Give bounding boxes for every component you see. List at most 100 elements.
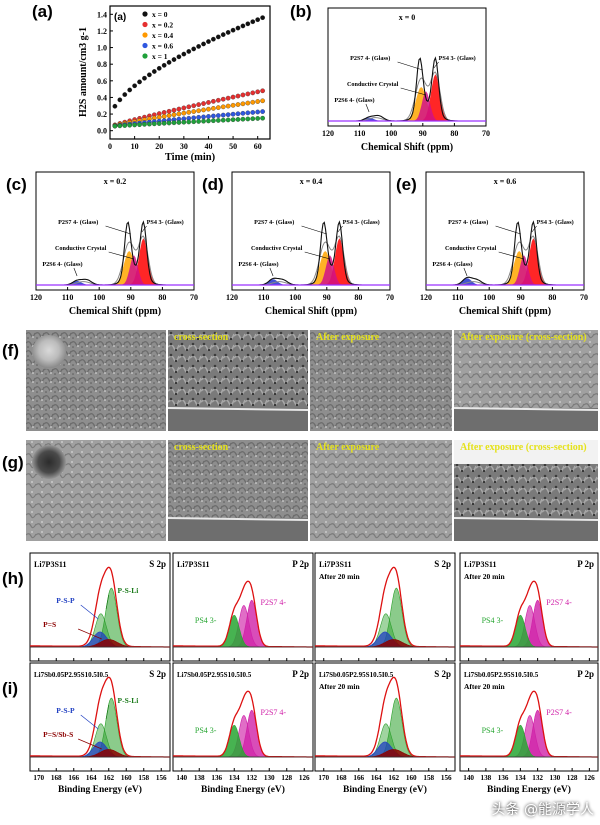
chart-a-point: [191, 109, 197, 114]
legend-marker: [142, 53, 148, 59]
label-p2s7: P2S7 4- (Glass): [254, 219, 294, 226]
nmr-xtick-label: 100: [385, 129, 397, 138]
chart-a-point: [156, 121, 162, 126]
nmr-frame: [35, 171, 195, 291]
chart-a-point: [240, 92, 246, 98]
nmr-title: x = 0.4: [300, 177, 323, 186]
xps-orbital: S 2p: [434, 669, 451, 679]
chart-a-point: [215, 113, 221, 118]
xps-xtick-label: 134: [515, 774, 526, 782]
chart-a-point: [250, 19, 256, 25]
chart-a-point: [235, 117, 241, 122]
nmr-component: [328, 87, 486, 121]
nmr-component: [328, 91, 486, 121]
chart-a-point: [186, 109, 192, 115]
chart-a-point: [201, 107, 206, 113]
chart-a-point: [240, 110, 246, 116]
panel-label-a: (a): [32, 2, 53, 21]
chart-a-point: [211, 99, 216, 104]
chart-a-legend: x = 0 x = 0.2x = 0.4 x = 0.6x = 1: [142, 10, 173, 61]
chart-a-point: [137, 122, 142, 127]
legend-marker: [142, 32, 148, 38]
chart-a-point: [255, 17, 261, 23]
nmr-component: [232, 251, 390, 285]
xps-xtick-label: 166: [353, 774, 364, 782]
sem-image: After exposure: [310, 330, 452, 431]
xps-orbital: S 2p: [149, 559, 166, 569]
chart-a-point: [220, 112, 226, 118]
pointer: [108, 251, 135, 260]
chart-a-point: [235, 25, 241, 31]
nmr-xlabel: Chemical Shift (ppm): [69, 306, 161, 317]
chart-a-point: [245, 116, 251, 122]
sem-edge: [454, 517, 598, 521]
xps-xtick-label: 156: [156, 774, 167, 782]
chart-a-point: [127, 122, 133, 128]
xps-orbital: S 2p: [149, 669, 166, 679]
chart-a-point: [211, 118, 216, 124]
sem-image: After exposure (cross-section): [454, 440, 598, 541]
xps-panel: 170 168 166 164 162 160 158 156 Binding Energy (…: [314, 662, 456, 795]
chart-a-point: [220, 32, 226, 37]
xps-xtick-label: 130: [549, 774, 560, 782]
label-p2s7-xps: P2S7 4-: [261, 708, 287, 717]
chart-a-point: [225, 112, 231, 117]
chart-a-xtick-label: 10: [131, 142, 139, 151]
xps-xtick-label: 128: [567, 774, 578, 782]
sem-label: After exposure (cross-section): [460, 332, 587, 343]
xps-compound: Li7Sb0.05P2.95S10.5I0.5: [319, 671, 394, 679]
xps-xtick-label: 126: [299, 774, 310, 782]
chart-a-frame: [109, 5, 271, 140]
nmr-component: [426, 251, 584, 285]
sem-image: After exposure (cross-section): [454, 330, 598, 431]
watermark: 头条 @能源学人: [491, 802, 594, 818]
pointer: [397, 61, 423, 71]
chart-a-point: [206, 100, 211, 105]
xps-xtick-label: 140: [463, 774, 474, 782]
label-conductive-crystal: Conductive Crystal: [55, 245, 107, 252]
chart-a-point: [171, 107, 177, 113]
nmr-component: [36, 255, 194, 285]
chart-a-point: [176, 111, 182, 117]
xps-xtick-label: 160: [121, 774, 132, 782]
panel-label-e: (e): [396, 175, 417, 194]
xps-after: After 20 min: [464, 572, 506, 581]
chart-a-point: [235, 93, 241, 99]
xps-xlabel: Binding Energy (eV): [201, 784, 285, 795]
chart-a-point: [127, 87, 133, 93]
chart-a-xtick-label: 40: [204, 142, 212, 151]
chart-a-point: [250, 110, 256, 115]
chart-a-point: [230, 117, 236, 123]
nmr-xtick-label: 70: [190, 293, 198, 302]
chart-a-point: [260, 88, 265, 94]
xps-after: After 20 min: [319, 682, 361, 691]
chart-a-point: [245, 100, 251, 106]
xps-panel: 170 168 166 164 162 160 158 156 Binding Energy (…: [29, 662, 171, 795]
chart-a-ytick-label: 0.4: [97, 93, 107, 102]
panel-label-c: (c): [6, 175, 27, 194]
nmr-title: x = 0.2: [104, 177, 127, 186]
chart-a-point: [260, 115, 265, 121]
pointer: [105, 225, 131, 235]
h2s-chart: (a) 0 10 20 30 40 50 60 0.0 0.2 0.4 0.6 0.8 1.0 1.2 1.…: [78, 5, 271, 163]
chart-a-point: [240, 23, 246, 29]
chart-a-point: [156, 114, 162, 120]
xps-xtick-label: 170: [33, 774, 44, 782]
legend-label: x = 0.4: [152, 31, 173, 40]
chart-a-point: [171, 120, 177, 126]
chart-a-point: [166, 120, 172, 126]
chart-a-point: [181, 119, 187, 125]
nmr-xtick-label: 70: [386, 293, 394, 302]
chart-a-xtick-label: 0: [108, 142, 112, 151]
nmr-xlabel: Chemical Shift (ppm): [265, 306, 357, 317]
xps-orbital: P 2p: [577, 559, 594, 569]
chart-a-point: [235, 111, 241, 117]
sem-substrate: [454, 408, 598, 431]
chart-a-point: [196, 102, 201, 107]
chart-a-point: [166, 108, 172, 114]
chart-a-point: [240, 101, 246, 107]
xps-xlabel: Binding Energy (eV): [343, 784, 427, 795]
pointer: [77, 738, 102, 750]
chart-a-point: [225, 117, 231, 123]
chart-a-point: [137, 79, 142, 85]
